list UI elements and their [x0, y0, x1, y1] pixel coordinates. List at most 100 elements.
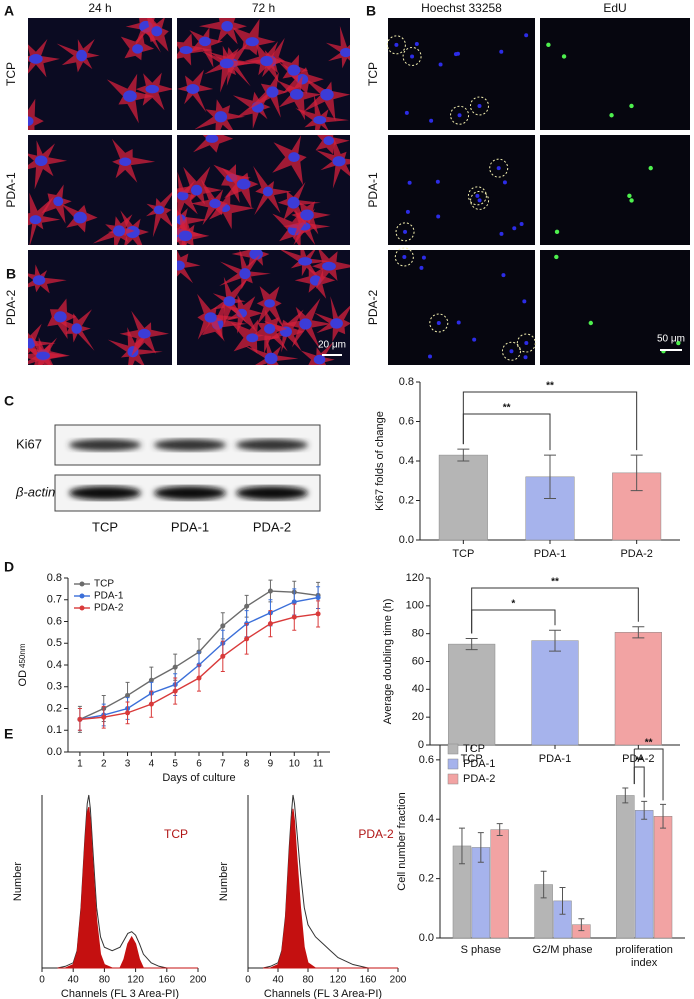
nucleus [145, 84, 160, 94]
column-label: EdU [603, 1, 626, 15]
y-axis-label: Number [12, 862, 24, 901]
nucleus [290, 89, 304, 100]
x-tick-label: 7 [220, 759, 226, 770]
x-tick-label: 2 [101, 759, 107, 770]
bar [531, 640, 579, 746]
point [172, 664, 178, 670]
legend-marker [79, 593, 85, 599]
legend-marker [79, 581, 85, 587]
error-bar [544, 454, 556, 500]
chart-title: TCP [164, 827, 188, 841]
error-bar [457, 448, 470, 462]
nucleus [29, 215, 42, 225]
cell [190, 178, 228, 226]
point [244, 603, 250, 609]
edu-dot [561, 54, 567, 59]
y-axis-label-sub: 450nm [18, 643, 27, 668]
nucleus-dot [502, 180, 507, 185]
edu-circle [450, 105, 470, 125]
y-tick-label: 0 [418, 739, 424, 751]
nucleus-dot [519, 221, 524, 226]
nucleus [223, 296, 236, 307]
nucleus [151, 26, 163, 37]
cell [193, 135, 234, 153]
cell [28, 323, 56, 359]
x-tick-label: 80 [302, 975, 314, 986]
nucleus [186, 84, 200, 95]
band [236, 486, 308, 500]
cell [177, 250, 201, 284]
cell [295, 94, 349, 130]
nucleus-dot [499, 49, 504, 54]
nucleus [179, 46, 193, 55]
nucleus-dot [403, 229, 408, 234]
x-tick-label: 200 [390, 975, 407, 986]
cell [315, 137, 350, 189]
edu-circle [394, 247, 414, 267]
x-tick-label: 1 [77, 759, 83, 770]
band [154, 439, 226, 451]
edu-dot [676, 340, 681, 346]
error-bar [559, 887, 566, 915]
x-tick-label: 3 [125, 759, 131, 770]
nucleus [239, 268, 251, 280]
nucleus-dot [419, 265, 424, 270]
x-tick-label: 160 [158, 975, 175, 986]
nucleus [36, 351, 50, 360]
nucleus [73, 211, 87, 224]
y-tick-label: 0.4 [47, 659, 62, 671]
cell [28, 39, 60, 78]
y-tick-label: 0.1 [47, 724, 62, 736]
x-tick-label: G2/M phase [532, 944, 593, 956]
row-label: PDA-2 [366, 290, 380, 326]
x-axis-label: Channels (FL 3 Area-PI) [264, 988, 382, 999]
row-label: TCP [4, 62, 18, 86]
y-tick-label: 0.4 [419, 813, 434, 825]
edu-circle [402, 46, 422, 66]
x-tick-label: 40 [68, 975, 80, 986]
nucleus [266, 86, 279, 98]
panel-letter: E [4, 726, 13, 742]
y-tick-label: 60 [412, 655, 424, 667]
x-tick-label: TCP [461, 753, 483, 765]
nucleus [287, 196, 300, 209]
y-tick-label: 0.0 [47, 746, 62, 758]
x-tick-label: PDA-2 [622, 753, 654, 765]
legend-marker [79, 605, 85, 611]
nucleus-dot [457, 113, 462, 118]
lane-label: PDA-2 [253, 519, 291, 534]
error-bar [622, 787, 629, 804]
nucleus [245, 37, 259, 47]
x-tick-label: 40 [272, 975, 284, 986]
point [220, 623, 226, 629]
cell [209, 191, 255, 230]
nucleus-dot [428, 354, 433, 359]
edu-dot [554, 254, 559, 260]
band-label: β-actin [15, 484, 55, 499]
nucleus [29, 54, 43, 64]
x-tick-label: 9 [268, 759, 274, 770]
x-tick-label: 10 [289, 759, 301, 770]
nucleus [178, 230, 193, 242]
edu-circle [467, 186, 487, 206]
x-axis-label: Channels (FL 3 Area-PI) [61, 988, 179, 999]
image-tile [540, 18, 690, 130]
nucleus-dot [496, 166, 501, 171]
cell [189, 27, 223, 68]
nucleus [71, 323, 82, 334]
cell [111, 138, 156, 183]
edu-dot [554, 229, 560, 235]
nucleus [28, 116, 34, 126]
cells [28, 138, 172, 245]
y-tick-label: 100 [406, 600, 424, 612]
cell [28, 192, 61, 245]
x-tick-label: proliferation index [615, 944, 673, 969]
y-tick-label: 0.2 [419, 873, 434, 885]
y-tick-label: 0.8 [47, 572, 62, 584]
row-label: PDA-1 [366, 172, 380, 208]
legend-label: PDA-2 [94, 603, 124, 614]
panel-letter: B [366, 3, 376, 19]
nucleus [264, 352, 278, 365]
nucleus [246, 333, 259, 343]
nucleus-dot [410, 54, 415, 59]
